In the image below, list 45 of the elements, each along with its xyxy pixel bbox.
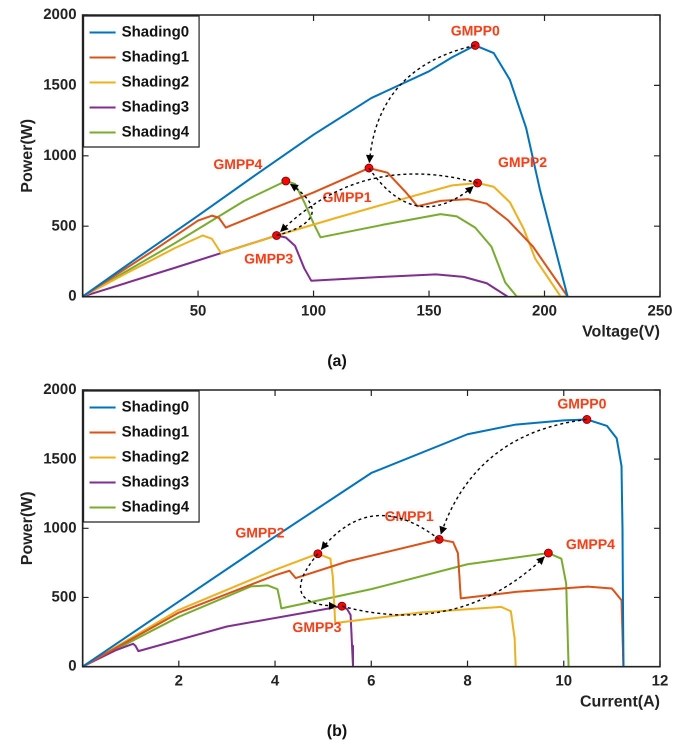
annotation: GMPP1 <box>322 188 372 205</box>
x-tick-label: 50 <box>190 302 206 320</box>
y-tick-label: 1000 <box>43 519 77 536</box>
annotation: GMPP0 <box>557 395 607 412</box>
annotation: GMPP1 <box>384 508 434 524</box>
y-axis-title: Power(W) <box>19 118 36 193</box>
annotation: GMPP3 <box>292 619 342 636</box>
y-tick-label: 500 <box>52 217 77 234</box>
y-tick-label: 2000 <box>43 6 77 24</box>
y-tick-label: 500 <box>52 588 77 606</box>
x-tick-label: 12 <box>652 672 668 690</box>
y-tick-label: 1000 <box>43 146 77 164</box>
legend-label: Shading2 <box>122 448 190 466</box>
y-axis-title: Power(W) <box>19 491 36 566</box>
x-tick-label: 6 <box>367 672 376 690</box>
y-tick-label: 1500 <box>43 450 77 468</box>
x-tick-label: 10 <box>555 672 572 690</box>
x-tick-label: 250 <box>647 302 673 320</box>
annotation: GMPP0 <box>450 22 500 38</box>
legend-label: Shading1 <box>122 424 190 441</box>
x-axis-title: Current(A) <box>580 694 660 711</box>
x-tick-label: 150 <box>416 302 442 320</box>
annotation: GMPP4 <box>566 536 616 552</box>
legend-label: Shading2 <box>122 74 190 91</box>
legend-label: Shading4 <box>122 498 190 516</box>
legend-label: Shading3 <box>122 474 190 491</box>
text: (a) <box>327 352 347 370</box>
y-tick-label: 1500 <box>43 76 77 94</box>
x-tick-label: 4 <box>270 672 280 690</box>
legend-label: Shading4 <box>122 124 190 141</box>
x-tick-label: 100 <box>301 302 326 320</box>
x-tick-label: 8 <box>463 672 472 690</box>
text: (b) <box>326 722 348 740</box>
annotation: GMPP3 <box>244 250 294 266</box>
annotation: GMPP4 <box>213 156 263 172</box>
x-tick-label: 2 <box>174 672 183 690</box>
legend-label: Shading0 <box>122 398 190 416</box>
y-tick-label: 0 <box>68 288 77 305</box>
x-tick-label: 200 <box>532 302 558 320</box>
x-axis-title: Voltage(V) <box>582 324 660 341</box>
legend-label: Shading1 <box>122 48 190 66</box>
legend-label: Shading3 <box>122 98 190 116</box>
y-tick-label: 0 <box>68 658 77 675</box>
legend-label: Shading0 <box>122 24 190 41</box>
y-tick-label: 2000 <box>43 381 77 398</box>
